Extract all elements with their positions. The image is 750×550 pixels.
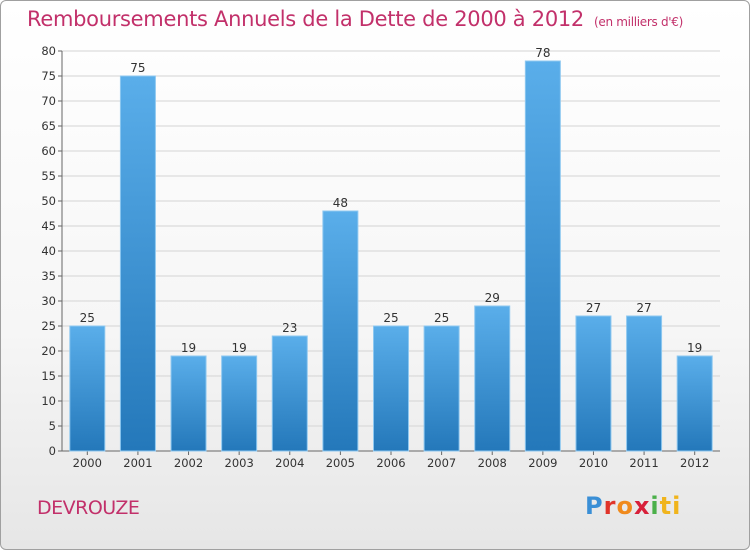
y-tick-label: 25: [41, 319, 56, 333]
bar: [170, 355, 207, 452]
y-tick-label: 0: [49, 444, 56, 458]
chart-title: Remboursements Annuels de la Dette de 20…: [27, 7, 683, 31]
y-tick-label: 45: [41, 219, 56, 233]
bar: [524, 60, 561, 452]
y-tick-label: 60: [41, 144, 56, 158]
logo-letter: ti: [659, 492, 682, 520]
x-tick-label: 2009: [528, 456, 557, 470]
bar: [221, 355, 258, 452]
bar-value-label: 19: [687, 341, 702, 355]
chart-subtitle: (en milliers d'€): [594, 15, 684, 29]
bar: [575, 315, 612, 452]
x-tick-label: 2012: [680, 456, 709, 470]
x-tick-label: 2004: [275, 456, 304, 470]
bar: [626, 315, 663, 452]
bar: [119, 75, 156, 452]
bar: [474, 305, 511, 452]
bar-value-label: 23: [282, 321, 297, 335]
logo-letter: o: [616, 492, 634, 520]
y-tick-label: 10: [41, 394, 56, 408]
bar: [676, 355, 713, 452]
y-tick-label: 5: [49, 419, 56, 433]
x-tick-label: 2001: [123, 456, 152, 470]
labels: 0 5 10 15 20 25 30 35 40 45 50 55 60 65 70 75 80 25 2000 75…: [41, 44, 709, 470]
x-tick-label: 2007: [427, 456, 456, 470]
bar-value-label: 25: [80, 311, 95, 325]
bar: [373, 325, 409, 452]
logo-letter: r: [603, 492, 617, 520]
y-tick-label: 75: [41, 69, 56, 83]
bar-value-label: 25: [434, 311, 449, 325]
bar-value-label: 29: [485, 291, 500, 305]
x-tick-label: 2006: [376, 456, 405, 470]
bar-value-label: 19: [232, 341, 247, 355]
bar-value-label: 19: [181, 341, 196, 355]
bar: [322, 210, 359, 452]
logo-letter: x: [633, 492, 651, 520]
y-tick-label: 40: [41, 244, 56, 258]
y-tick-label: 50: [41, 194, 56, 208]
bar-chart: 0 5 10 15 20 25 30 35 40 45 50 55 60 65 70 75 80 25 2000 75…: [41, 44, 720, 470]
y-tick-label: 35: [41, 269, 56, 283]
y-tick-label: 65: [41, 119, 56, 133]
x-tick-label: 2005: [326, 456, 355, 470]
y-tick-label: 80: [41, 44, 56, 58]
x-tick-label: 2011: [629, 456, 658, 470]
bar: [423, 325, 460, 452]
logo-letter: i: [650, 492, 660, 520]
x-tick-label: 2003: [225, 456, 254, 470]
y-tick-label: 30: [41, 294, 56, 308]
proxiti-logo: Proxiti: [585, 492, 681, 520]
x-tick-label: 2000: [73, 456, 102, 470]
bars: [69, 60, 713, 452]
y-tick-label: 55: [41, 169, 56, 183]
bar-value-label: 75: [130, 61, 145, 75]
bar: [69, 325, 106, 452]
bar-value-label: 78: [535, 46, 550, 60]
chart-title-text: Remboursements Annuels de la Dette de 20…: [27, 7, 584, 31]
y-tick-label: 70: [41, 94, 56, 108]
logo-letter: P: [585, 492, 604, 520]
x-tick-label: 2008: [478, 456, 507, 470]
place-name: DEVROUZE: [37, 497, 140, 519]
x-tick-label: 2002: [174, 456, 203, 470]
y-tick-label: 15: [41, 369, 56, 383]
bar-value-label: 25: [383, 311, 398, 325]
x-tick-label: 2010: [579, 456, 608, 470]
bar-value-label: 27: [586, 301, 601, 315]
bar: [271, 335, 308, 452]
y-tick-label: 20: [41, 344, 56, 358]
bar-value-label: 48: [333, 196, 348, 210]
bar-value-label: 27: [636, 301, 651, 315]
